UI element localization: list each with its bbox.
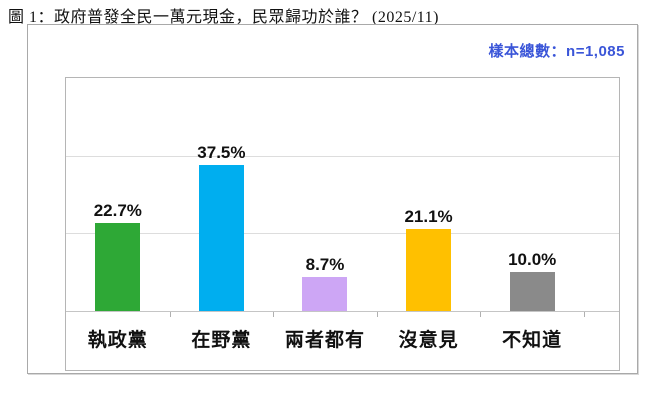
bar-band: 21.1% [377,78,481,311]
bar [406,229,452,311]
bar-value-label: 21.1% [404,207,453,227]
bar-value-label: 22.7% [93,200,142,220]
bar-value-label: 37.5% [197,143,246,163]
plot-box: 22.7% 37.5% 8.7% 21.1% 10.0% 執政黨 在野黨 兩者都有 沒意見 不知… [65,77,620,371]
bar [198,165,244,311]
sample-size-note: 樣本總數：n=1,085 [488,43,625,60]
bar-band: 22.7% [66,78,170,311]
chart-frame: 樣本總數：n=1,085 22.7% 37.5% 8.7% 21.1% 10.0% 執政… [27,24,638,374]
bar-band: 10.0% [480,78,584,311]
category-label: 執政黨 [87,330,148,351]
bars-group: 22.7% 37.5% 8.7% 21.1% 10.0% [66,78,584,311]
axis-tick [376,312,378,317]
plot-area: 22.7% 37.5% 8.7% 21.1% 10.0% [66,78,619,317]
category-axis: 執政黨 在野黨 兩者都有 沒意見 不知道 [66,312,584,352]
gridline-20pct [66,233,619,235]
bar-value-label: 10.0% [508,250,557,270]
category-label: 沒意見 [398,330,459,351]
category-label: 兩者都有 [284,330,365,351]
bar [302,277,348,311]
category-label: 不知道 [502,330,563,351]
bar-band: 8.7% [273,78,377,311]
bar-value-label: 8.7% [305,255,345,275]
bar [509,272,555,311]
bar [95,222,141,311]
axis-tick [273,312,275,317]
axis-tick [169,312,171,317]
axis-tick [584,312,585,317]
bar-band: 37.5% [170,78,274,311]
category-label: 在野黨 [191,330,252,351]
gridline-40pct [66,155,619,157]
axis-tick [480,312,482,317]
figure-title: 圖 1：政府普發全民一萬元現金，民眾歸功於誰？ (2025/11) [8,9,440,26]
